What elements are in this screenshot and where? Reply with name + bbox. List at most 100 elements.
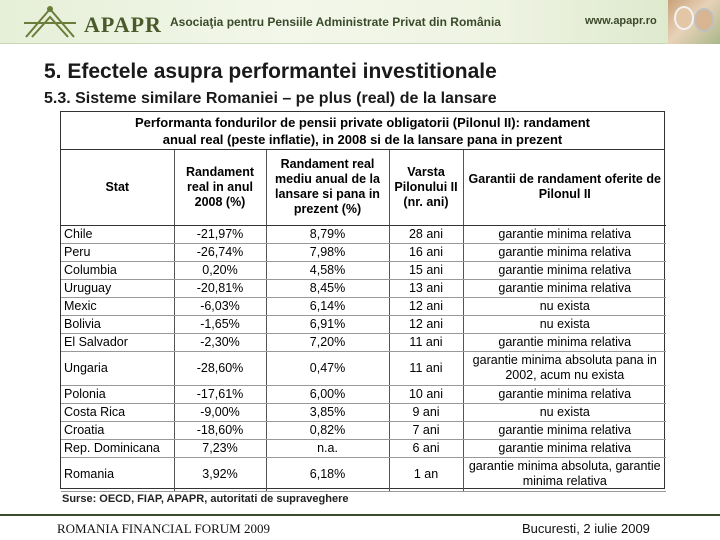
- cell-return-average: 6,91%: [266, 315, 390, 334]
- cell-guarantees: garantie minima relativa: [463, 261, 666, 280]
- cell-return-average: 6,00%: [266, 385, 390, 404]
- table-row: El Salvador -2,30% 7,20% 11 ani garantie min…: [61, 333, 666, 352]
- cell-return-average: 0,47%: [266, 351, 390, 386]
- table-row: Polonia -17,61% 6,00% 10 ani garantie minima…: [61, 385, 666, 404]
- cell-pillar-age: 9 ani: [389, 403, 464, 422]
- table-row: Romania 3,92% 6,18% 1 an garantie minima abs…: [61, 457, 666, 492]
- cell-guarantees: nu exista: [463, 315, 666, 334]
- cell-return-2008: -28,60%: [174, 351, 267, 386]
- table-row: Uruguay -20,81% 8,45% 13 ani garantie minima…: [61, 279, 666, 298]
- cell-pillar-age: 1 an: [389, 457, 464, 492]
- column-header-guarantees: Garantii de randament oferite de Pilonul…: [463, 150, 666, 226]
- cell-return-average: 6,14%: [266, 297, 390, 316]
- data-table: Stat Randament real in anul 2008 (%) Ran…: [61, 150, 666, 492]
- header-photo: [668, 0, 720, 44]
- person-photo-icon: [674, 6, 694, 30]
- table-row: Ungaria -28,60% 0,47% 11 ani garantie minima…: [61, 351, 666, 386]
- cell-pillar-age: 12 ani: [389, 297, 464, 316]
- table-header-row: Stat Randament real in anul 2008 (%) Ran…: [61, 150, 666, 226]
- cell-guarantees: garantie minima absoluta pana in 2002, a…: [463, 351, 666, 386]
- cell-guarantees: garantie minima relativa: [463, 333, 666, 352]
- performance-table: Performanta fondurilor de pensii private…: [60, 111, 666, 492]
- cell-guarantees: garantie minima relativa: [463, 421, 666, 440]
- cell-stat: Romania: [61, 457, 175, 492]
- cell-guarantees: garantie minima relativa: [463, 385, 666, 404]
- cell-guarantees: garantie minima relativa: [463, 439, 666, 458]
- association-name: Asociaţia pentru Pensiile Administrate P…: [170, 15, 501, 29]
- cell-return-average: n.a.: [266, 439, 390, 458]
- column-header-return-average: Randament real mediu anual de la lansare…: [266, 150, 390, 226]
- table-row: Mexic -6,03% 6,14% 12 ani nu exista: [61, 297, 666, 316]
- cell-return-2008: -1,65%: [174, 315, 267, 334]
- cell-return-average: 4,58%: [266, 261, 390, 280]
- cell-stat: El Salvador: [61, 333, 175, 352]
- cell-return-2008: -17,61%: [174, 385, 267, 404]
- cell-pillar-age: 6 ani: [389, 439, 464, 458]
- table-body: Chile -21,97% 8,79% 28 ani garantie minima r…: [61, 225, 666, 492]
- table-caption-line: anual real (peste inflatie), in 2008 si …: [162, 132, 563, 147]
- column-header-pillar-age: Varsta Pilonului II (nr. ani): [389, 150, 464, 226]
- cell-return-2008: 7,23%: [174, 439, 267, 458]
- slide-subtitle: 5.3. Sisteme similare Romaniei – pe plus…: [44, 90, 497, 107]
- table-caption-line: Performanta fondurilor de pensii private…: [134, 115, 591, 130]
- column-header-stat: Stat: [61, 150, 175, 226]
- table-row: Bolivia -1,65% 6,91% 12 ani nu exista: [61, 315, 666, 334]
- cell-stat: Rep. Dominicana: [61, 439, 175, 458]
- footer-event: ROMANIA FINANCIAL FORUM 2009: [57, 521, 270, 536]
- cell-return-average: 7,20%: [266, 333, 390, 352]
- cell-return-2008: -9,00%: [174, 403, 267, 422]
- cell-pillar-age: 11 ani: [389, 351, 464, 386]
- cell-stat: Chile: [61, 225, 175, 244]
- cell-pillar-age: 28 ani: [389, 225, 464, 244]
- table-row: Croatia -18,60% 0,82% 7 ani garantie minima …: [61, 421, 666, 440]
- cell-return-average: 3,85%: [266, 403, 390, 422]
- cell-return-average: 6,18%: [266, 457, 390, 492]
- cell-stat: Mexic: [61, 297, 175, 316]
- cell-pillar-age: 12 ani: [389, 315, 464, 334]
- cell-guarantees: nu exista: [463, 297, 666, 316]
- table-row: Peru -26,74% 7,98% 16 ani garantie minima re…: [61, 243, 666, 262]
- cell-stat: Peru: [61, 243, 175, 262]
- cell-return-2008: 0,20%: [174, 261, 267, 280]
- cell-stat: Croatia: [61, 421, 175, 440]
- cell-stat: Columbia: [61, 261, 175, 280]
- person-photo-icon: [694, 8, 714, 32]
- cell-guarantees: garantie minima absoluta, garantie minim…: [463, 457, 666, 492]
- cell-return-2008: -21,97%: [174, 225, 267, 244]
- column-header-return-2008: Randament real in anul 2008 (%): [174, 150, 267, 226]
- table-row: Chile -21,97% 8,79% 28 ani garantie minima r…: [61, 225, 666, 244]
- cell-pillar-age: 16 ani: [389, 243, 464, 262]
- cell-return-2008: -2,30%: [174, 333, 267, 352]
- cell-return-average: 0,82%: [266, 421, 390, 440]
- cell-guarantees: garantie minima relativa: [463, 225, 666, 244]
- cell-pillar-age: 15 ani: [389, 261, 464, 280]
- table-row: Rep. Dominicana 7,23% n.a. 6 ani garantie mi…: [61, 439, 666, 458]
- table-caption: Performanta fondurilor de pensii private…: [61, 112, 664, 150]
- cell-pillar-age: 11 ani: [389, 333, 464, 352]
- cell-stat: Ungaria: [61, 351, 175, 386]
- footer-divider: [0, 514, 720, 516]
- cell-pillar-age: 10 ani: [389, 385, 464, 404]
- website-link[interactable]: www.apapr.ro: [585, 15, 657, 27]
- cell-return-average: 7,98%: [266, 243, 390, 262]
- cell-stat: Polonia: [61, 385, 175, 404]
- cell-pillar-age: 7 ani: [389, 421, 464, 440]
- cell-return-2008: -20,81%: [174, 279, 267, 298]
- cell-guarantees: garantie minima relativa: [463, 279, 666, 298]
- cell-return-average: 8,45%: [266, 279, 390, 298]
- slide-title: 5. Efectele asupra performantei investit…: [44, 60, 497, 83]
- cell-guarantees: nu exista: [463, 403, 666, 422]
- apapr-logo-icon: [24, 6, 76, 38]
- header-banner: APAPR Asociaţia pentru Pensiile Administ…: [0, 0, 720, 44]
- cell-stat: Uruguay: [61, 279, 175, 298]
- logo-text: APAPR: [84, 12, 162, 37]
- footer-date: Bucuresti, 2 iulie 2009: [522, 521, 650, 536]
- cell-stat: Costa Rica: [61, 403, 175, 422]
- cell-return-2008: -26,74%: [174, 243, 267, 262]
- source-note: Surse: OECD, FIAP, APAPR, autoritati de …: [62, 493, 349, 505]
- cell-stat: Bolivia: [61, 315, 175, 334]
- cell-return-2008: -6,03%: [174, 297, 267, 316]
- cell-return-2008: 3,92%: [174, 457, 267, 492]
- cell-return-2008: -18,60%: [174, 421, 267, 440]
- cell-pillar-age: 13 ani: [389, 279, 464, 298]
